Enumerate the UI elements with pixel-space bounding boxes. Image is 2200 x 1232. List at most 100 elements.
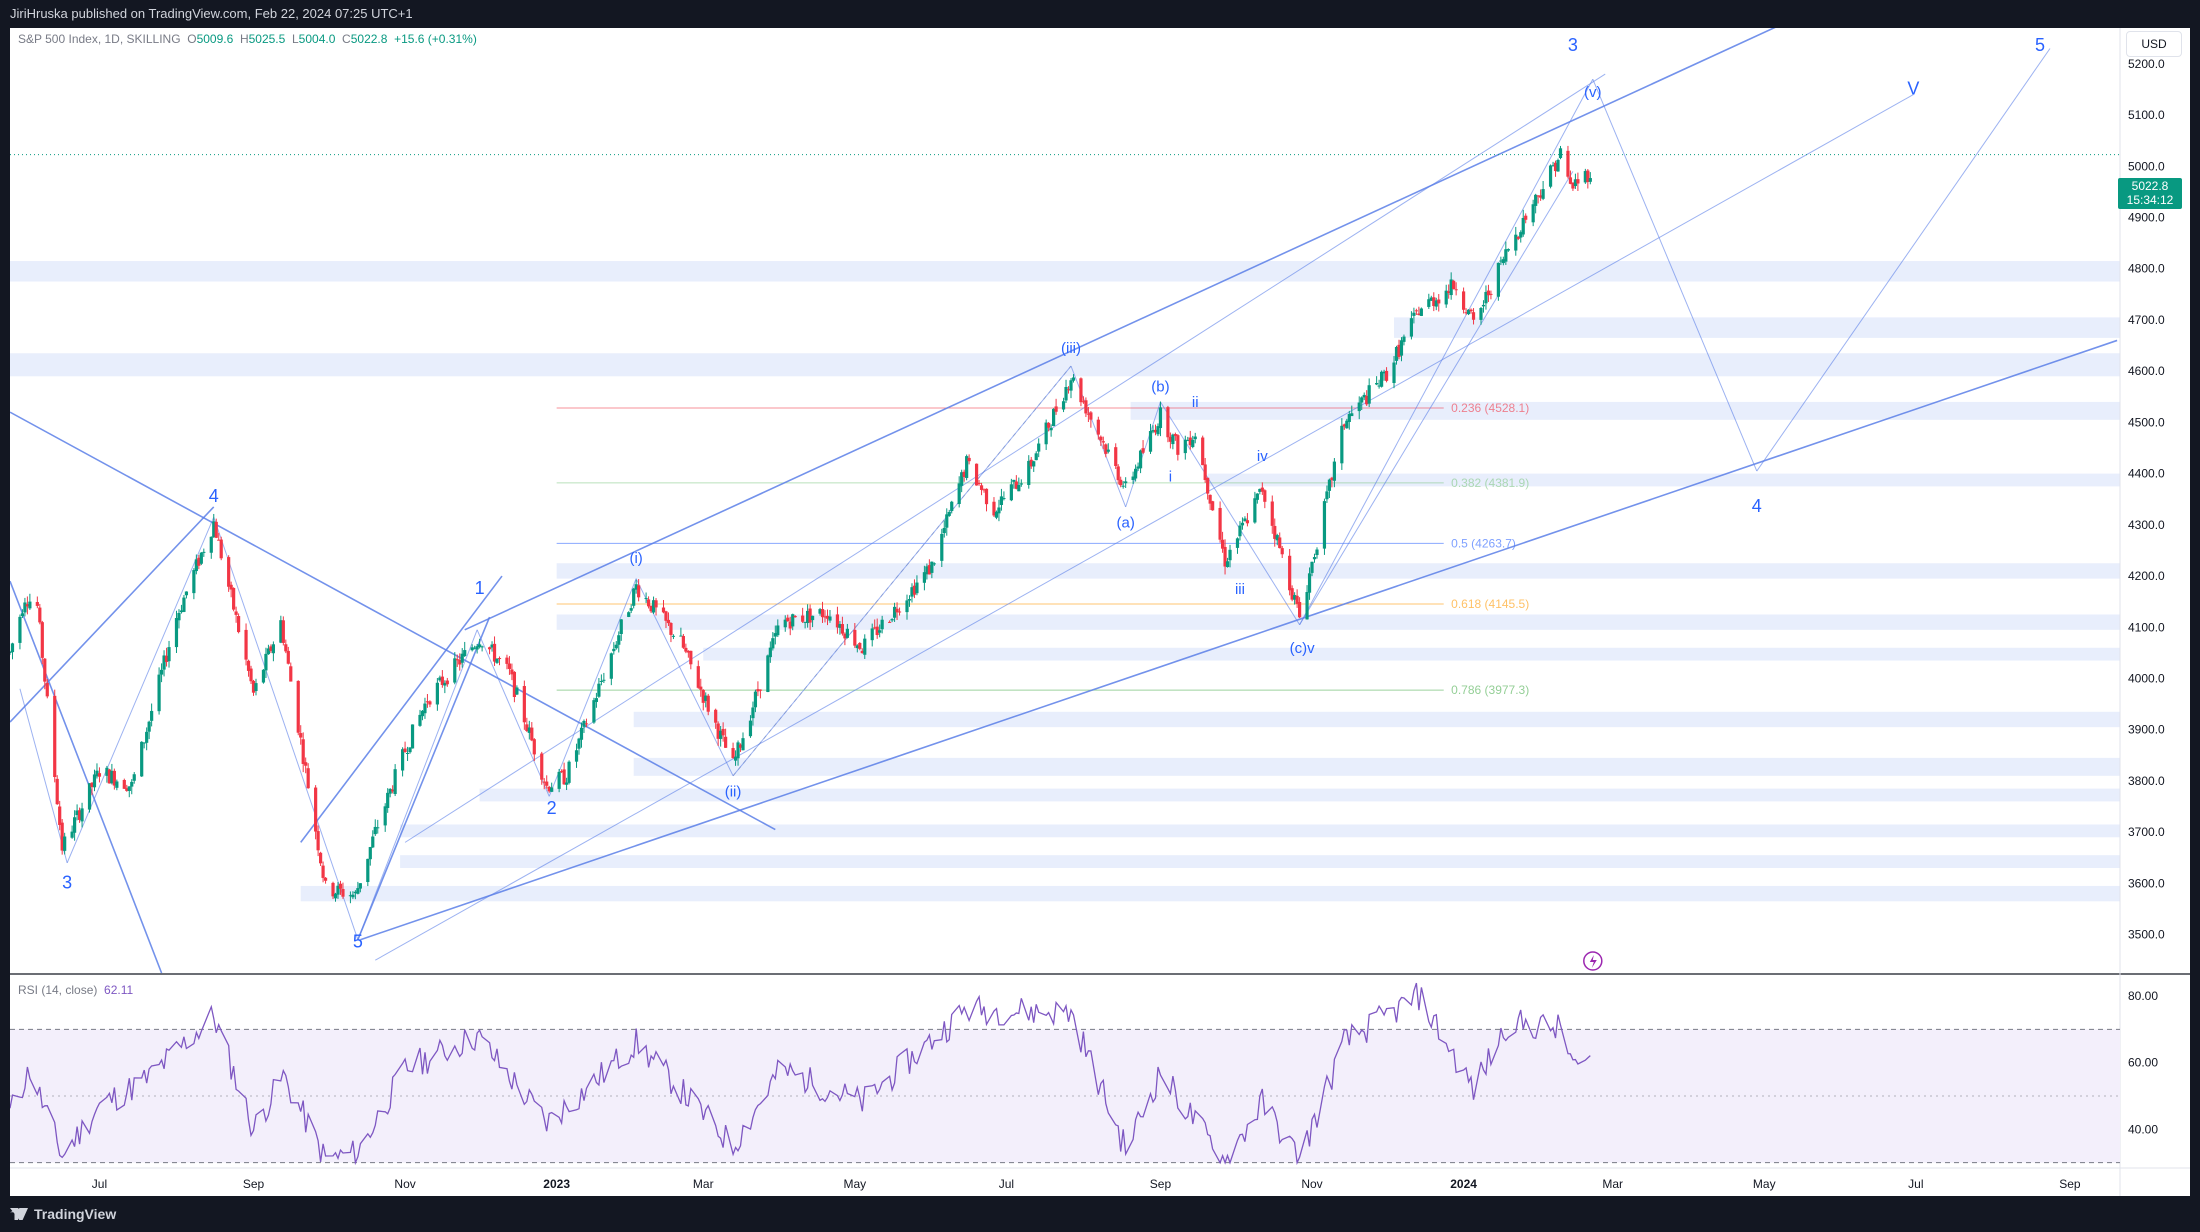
candle-body — [1392, 362, 1396, 384]
candle-body — [925, 566, 929, 575]
candle-body — [1019, 483, 1023, 485]
price-axis-label: 4900.0 — [2128, 211, 2165, 225]
candle-body — [661, 607, 666, 613]
candle-body — [1379, 371, 1384, 387]
candle-body — [125, 788, 129, 791]
candle-body — [505, 657, 509, 664]
candle-body — [90, 782, 94, 788]
trend-line — [357, 629, 478, 940]
candle-body — [719, 730, 723, 739]
chart-svg[interactable]: 3500.0 3600.0 3700.0 3800.0 3900.0 4000.0 4100… — [10, 28, 2190, 1196]
candle-body — [336, 885, 340, 895]
candle-body — [965, 456, 969, 478]
candle-body — [1471, 312, 1476, 320]
candle-body — [527, 727, 531, 733]
candle-body — [912, 585, 917, 595]
candle-body — [1206, 477, 1210, 494]
candle-body — [478, 644, 482, 648]
candle-body — [997, 507, 1001, 514]
candle-body — [1566, 150, 1570, 177]
candle-body — [356, 888, 360, 894]
support-zone — [1207, 473, 2120, 487]
candle-body — [219, 539, 223, 559]
candle-body — [333, 893, 338, 899]
chart-panel[interactable]: 3500.0 3600.0 3700.0 3800.0 3900.0 4000.0 4100… — [10, 28, 2190, 1196]
support-zone — [633, 711, 2120, 728]
candle-body — [530, 727, 534, 741]
candle-body — [915, 582, 919, 594]
candle-body — [1273, 525, 1277, 539]
tradingview-logo[interactable]: TradingView — [10, 1196, 116, 1232]
candle-body — [455, 659, 459, 661]
support-zone — [10, 261, 2120, 282]
candle-body — [284, 644, 288, 652]
time-axis-label: Nov — [1301, 1177, 1322, 1191]
open-value: 5009.6 — [196, 32, 234, 46]
candle-body — [1412, 312, 1416, 316]
candle-body — [45, 682, 49, 697]
candle-body — [77, 810, 82, 820]
support-zone — [633, 757, 2120, 776]
candle-body — [888, 621, 892, 623]
candle-body — [229, 584, 233, 590]
candle-body — [507, 663, 512, 669]
candle-body — [470, 647, 474, 651]
candle-body — [932, 563, 936, 565]
price-axis-label: 3600.0 — [2128, 876, 2165, 890]
candle-body — [701, 689, 705, 703]
candle-body — [1466, 309, 1471, 315]
candle-body — [1151, 430, 1155, 432]
candle-body — [738, 744, 743, 748]
candle-body — [1255, 493, 1259, 500]
candle-body — [1573, 179, 1578, 187]
candle-body — [80, 808, 84, 822]
candle-body — [38, 607, 42, 623]
fib-level-label: 0.786 (3977.3) — [1451, 683, 1529, 697]
candle-body — [1576, 179, 1580, 184]
candle-body — [1203, 464, 1207, 480]
candle-body — [788, 621, 792, 629]
price-axis-label: 4100.0 — [2128, 620, 2165, 634]
brand-name: TradingView — [34, 1206, 117, 1222]
candle-body — [1481, 304, 1486, 307]
candle-body — [1188, 437, 1192, 446]
candle-body — [863, 638, 867, 655]
trend-line — [732, 365, 1072, 777]
price-axis-label: 3700.0 — [2128, 825, 2165, 839]
candle-body — [475, 646, 479, 650]
candle-body — [758, 689, 763, 691]
candle-body — [810, 615, 815, 621]
candle-body — [579, 727, 584, 740]
candle-body — [400, 749, 405, 771]
candle-body — [246, 660, 251, 671]
trend-line — [1299, 78, 1594, 625]
support-zone — [400, 855, 2120, 868]
tradingview-logo-icon — [10, 1208, 28, 1220]
candle-body — [696, 666, 700, 688]
candle-body — [353, 891, 357, 894]
candle-body — [490, 644, 494, 648]
symbol-legend: S&P 500 Index, 1D, SKILLING O5009.6 H502… — [18, 32, 477, 46]
candle-body — [1193, 436, 1197, 440]
candle-body — [10, 643, 15, 653]
candle-body — [35, 602, 39, 606]
trend-line — [548, 578, 637, 797]
candle-body — [1536, 195, 1540, 197]
close-label: C — [342, 32, 351, 46]
candle-body — [870, 628, 874, 641]
candle-body — [301, 739, 305, 764]
candle-body — [962, 471, 966, 478]
candle-body — [440, 676, 444, 685]
candle-body — [1489, 293, 1493, 295]
wave-label: (ii) — [725, 783, 742, 800]
currency-button[interactable]: USD — [2126, 31, 2182, 57]
candle-body — [40, 622, 44, 658]
candle-body — [261, 669, 266, 683]
trend-line — [464, 28, 1776, 631]
candle-body — [1089, 412, 1093, 420]
candle-body — [967, 457, 971, 462]
candle-body — [1166, 407, 1170, 438]
candle-body — [480, 646, 484, 648]
wave-label: (b) — [1151, 379, 1169, 396]
support-zone — [1130, 401, 2120, 420]
